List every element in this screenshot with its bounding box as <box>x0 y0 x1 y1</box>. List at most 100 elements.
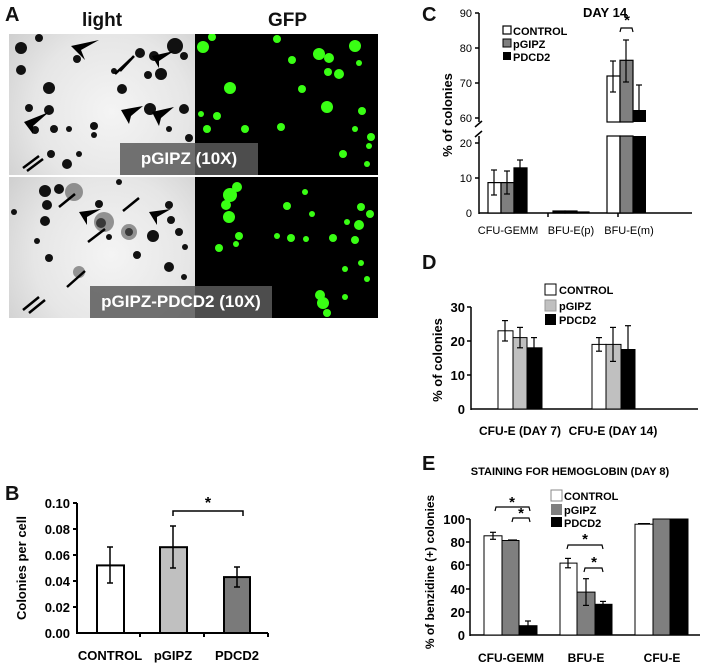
chart-c-bars-broken <box>606 59 646 214</box>
significance-star: * <box>624 12 630 29</box>
svg-text:CONTROL: CONTROL <box>513 26 568 38</box>
svg-text:0: 0 <box>458 402 465 417</box>
chart-e-errorbars <box>490 522 650 631</box>
svg-text:20: 20 <box>451 334 465 349</box>
chart-b-errorbars <box>107 525 240 588</box>
chart-c-bars <box>487 167 590 214</box>
colonies-gfp-pgipz-pdcd2 <box>215 182 374 317</box>
chart-b-ylabel: Colonies per cell <box>14 516 29 620</box>
svg-text:0.08: 0.08 <box>45 522 70 537</box>
panel-b-label: B <box>5 483 20 505</box>
svg-text:80: 80 <box>460 43 472 55</box>
bar-cfu-e-pdcd2 <box>669 518 689 636</box>
chart-d-yticks: 30 20 10 0 <box>451 300 465 417</box>
svg-text:*: * <box>582 531 588 548</box>
svg-text:90: 90 <box>460 8 472 20</box>
bar-cfu-gemm-control <box>483 535 503 636</box>
svg-text:0: 0 <box>466 208 472 220</box>
svg-text:*: * <box>518 505 524 522</box>
caption-pgipz-pdcd2: pGIPZ-PDCD2 (10X) <box>90 286 272 318</box>
bar-day14-pdcd2 <box>620 349 636 410</box>
significance-bracket <box>172 510 244 516</box>
caption-pgipz: pGIPZ (10X) <box>120 143 258 175</box>
chart-e-legend: CONTROL pGIPZ PDCD2 <box>550 489 619 530</box>
col-header-light: light <box>82 10 123 31</box>
chart-d-bars <box>497 330 636 410</box>
significance-bracket <box>619 27 634 33</box>
bar-cfu-e-control <box>634 523 654 636</box>
svg-text:CONTROL: CONTROL <box>78 648 142 663</box>
svg-text:20: 20 <box>460 138 472 150</box>
svg-text:CFU-GEMM: CFU-GEMM <box>478 651 544 665</box>
svg-text:BFU-E(m): BFU-E(m) <box>604 225 654 237</box>
svg-text:0.10: 0.10 <box>45 496 70 511</box>
svg-text:CFU-GEMM: CFU-GEMM <box>478 225 539 237</box>
svg-text:CFU-E: CFU-E <box>644 651 681 665</box>
bar-cfu-e-pgipz <box>652 518 671 636</box>
svg-text:40: 40 <box>451 582 465 597</box>
svg-text:CFU-E (DAY 14): CFU-E (DAY 14) <box>569 424 658 438</box>
svg-text:*: * <box>509 494 515 511</box>
arrowhead-icon <box>79 209 171 225</box>
chart-e-ylabel: % of benzidine (+) colonies <box>423 495 437 650</box>
bar-cfu-gemm-pgipz <box>501 540 520 636</box>
chart-e-bars <box>483 518 689 636</box>
significance-star: * <box>205 495 212 512</box>
svg-text:pGIPZ: pGIPZ <box>154 648 192 663</box>
bar-bfu-e-control <box>559 562 578 636</box>
col-header-gfp: GFP <box>268 10 308 31</box>
panel-d-label: D <box>422 252 437 274</box>
bar-bfu-e-pdcd2 <box>594 603 613 636</box>
svg-text:CONTROL: CONTROL <box>559 285 614 297</box>
svg-text:20: 20 <box>451 605 465 620</box>
arrowhead-icon <box>24 40 174 134</box>
svg-text:100: 100 <box>443 512 465 527</box>
svg-text:CONTROL: CONTROL <box>564 491 619 503</box>
svg-text:PDCD2: PDCD2 <box>215 648 259 663</box>
colonies-light-pgipz <box>15 34 193 172</box>
svg-text:80: 80 <box>451 535 465 550</box>
svg-text:60: 60 <box>460 113 472 125</box>
chart-d-ylabel: % of colonies <box>430 318 445 402</box>
svg-text:70: 70 <box>460 78 472 90</box>
panel-e-label: E <box>422 453 436 475</box>
svg-text:*: * <box>591 554 597 571</box>
chart-d-legend: CONTROL pGIPZ PDCD2 <box>544 283 614 327</box>
colonies-light-pgipz-pdcd2 <box>11 179 188 314</box>
micrograph-light-pgipz <box>9 34 195 175</box>
svg-text:BFU-E: BFU-E <box>568 651 605 665</box>
bar-bfu-e-m-pdcd2 <box>633 110 646 122</box>
svg-text:0.04: 0.04 <box>45 574 71 589</box>
chart-d-errorbars <box>502 319 631 363</box>
svg-text:PDCD2: PDCD2 <box>513 52 550 64</box>
chart-e-xticks: CFU-GEMM BFU-E CFU-E <box>478 651 680 665</box>
svg-text:0: 0 <box>458 628 465 643</box>
svg-text:0.02: 0.02 <box>45 600 70 615</box>
svg-text:60: 60 <box>451 558 465 573</box>
svg-text:pGIPZ: pGIPZ <box>559 301 592 313</box>
svg-text:10: 10 <box>451 368 465 383</box>
chart-e: STAINING FOR HEMOGLOBIN (DAY 8) % of ben… <box>423 466 700 665</box>
chart-d: % of colonies 30 20 10 0 CONTROL pGIPZ PDCD… <box>430 283 698 438</box>
svg-text:pGIPZ: pGIPZ <box>564 505 597 517</box>
chart-c: % of colonies DAY 14 90 80 70 60 20 10 0 <box>440 5 692 237</box>
bar-bfu-e-p-control <box>552 210 566 214</box>
bar-day7-control <box>497 330 514 410</box>
colonies-gfp-pgipz <box>197 34 375 167</box>
svg-text:10: 10 <box>460 173 472 185</box>
arrow-icon <box>22 55 135 172</box>
svg-text:0.00: 0.00 <box>45 626 70 641</box>
svg-text:0.06: 0.06 <box>45 548 70 563</box>
bar-bfu-e-p-pdcd2 <box>576 211 590 214</box>
svg-text:BFU-E(p): BFU-E(p) <box>548 225 594 237</box>
panel-c-label: C <box>422 4 437 26</box>
chart-c-ylabel: % of colonies <box>440 73 455 157</box>
bar-day14-control <box>591 343 607 410</box>
chart-c-errorbars <box>491 39 642 196</box>
chart-b-bars <box>96 546 251 634</box>
chart-c-title: DAY 14 <box>583 5 628 20</box>
svg-text:PDCD2: PDCD2 <box>564 518 601 530</box>
svg-text:pGIPZ: pGIPZ <box>513 39 546 51</box>
chart-d-xticks: CFU-E (DAY 7) CFU-E (DAY 14) <box>479 424 657 438</box>
chart-b: Colonies per cell 0.10 0.08 0.06 0.04 0.02 0… <box>14 495 269 663</box>
